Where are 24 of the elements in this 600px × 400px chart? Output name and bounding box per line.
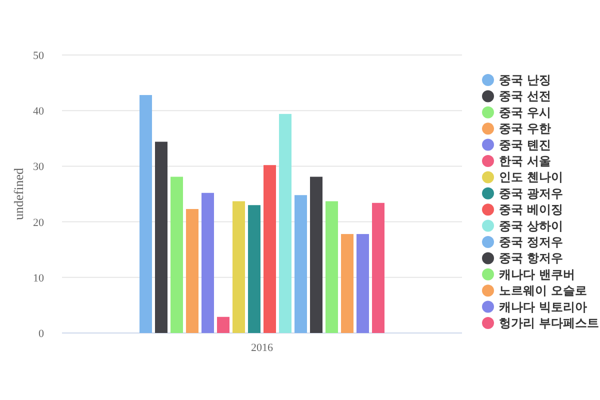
y-tick-label: 30 [33, 161, 44, 174]
legend-label: 중국 우한 [499, 122, 552, 136]
y-tick-label: 50 [33, 50, 44, 62]
legend-label: 인도 첸나이 [499, 170, 564, 184]
y-tick-label: 10 [33, 272, 44, 284]
legend-label: 중국 상하이 [499, 218, 564, 233]
legend-label: 중국 정저우 [499, 235, 564, 249]
y-tick-label: 20 [33, 216, 44, 229]
y-tick-label: 0 [38, 328, 44, 340]
legend-label: 캐나다 빅토리아 [498, 300, 588, 314]
legend-label: 캐나다 밴쿠버 [498, 267, 576, 282]
x-tick-label: 2016 [251, 342, 274, 354]
y-tick-label: 40 [33, 106, 44, 118]
legend-label: 중국 톈진 [499, 138, 552, 152]
legend-label: 중국 항저우 [499, 251, 564, 266]
legend-label: 중국 난징 [499, 73, 552, 87]
legend-label: 헝가리 부다페스트 [499, 316, 600, 330]
legend-label: 한국 서울 [499, 154, 552, 168]
legend-label: 노르웨이 오슬로 [499, 284, 588, 298]
y-axis-title: undefined [11, 168, 26, 220]
legend-label: 중국 베이징 [499, 202, 564, 217]
legend-label: 중국 선전 [499, 89, 552, 104]
legend-label: 중국 광저우 [499, 186, 564, 200]
legend-label: 중국 우시 [499, 105, 552, 120]
